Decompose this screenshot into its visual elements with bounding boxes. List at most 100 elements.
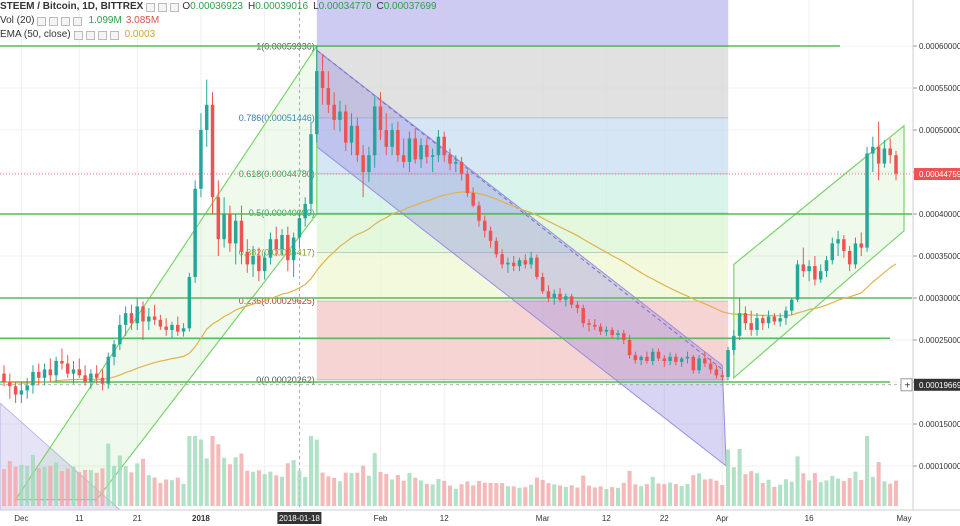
volume-bar — [106, 443, 111, 506]
ohlc-open-label: O — [182, 1, 191, 12]
ema-visibility-icon[interactable] — [73, 30, 83, 40]
candle-body — [656, 351, 661, 359]
candle-body — [332, 104, 336, 120]
volume-bar — [36, 468, 41, 506]
candle-body — [326, 88, 331, 105]
volume-bar — [256, 470, 261, 506]
plus-icon: + — [905, 380, 911, 391]
ohlc-close-value: 0.00037699 — [383, 1, 437, 12]
candle-body — [118, 324, 122, 345]
volume-bar — [262, 474, 267, 506]
candle-body — [494, 240, 499, 255]
volume-bar — [164, 479, 169, 506]
time-tick-label: May — [896, 514, 911, 523]
candle-body — [309, 134, 313, 204]
visibility-toggle-icon[interactable] — [146, 2, 156, 12]
legend-ema-row: EMA (50, close) 0.0003 — [0, 28, 439, 42]
volume-bar — [25, 465, 30, 506]
volume-bar — [83, 470, 88, 506]
fib-level-label: 0.786(0.00051446) — [239, 113, 315, 123]
candle-body — [413, 138, 417, 160]
candle-body — [558, 293, 562, 300]
volume-bar — [754, 473, 760, 506]
volume-bar — [598, 486, 603, 506]
volume-bar — [366, 475, 371, 506]
volume-bar — [112, 466, 117, 506]
candle-body — [801, 264, 806, 272]
volume-bar — [268, 471, 273, 506]
candle-body — [888, 148, 892, 156]
candle-body — [894, 155, 898, 174]
volume-bar — [824, 480, 829, 506]
candle-body — [720, 375, 724, 377]
volume-bar — [772, 486, 777, 506]
volume-bar — [30, 454, 35, 506]
time-tick-label: Dec — [14, 514, 28, 523]
volume-bar — [378, 471, 383, 506]
volume-bar — [65, 468, 70, 506]
volume-value: 1.099M — [88, 15, 122, 26]
volume-bar — [847, 478, 852, 506]
volume-settings-icon[interactable] — [49, 16, 59, 26]
candle-body — [668, 356, 672, 361]
candle-body — [454, 161, 458, 164]
time-tick-label: 21 — [133, 514, 142, 523]
candle-body — [2, 373, 6, 382]
volume-bar — [830, 475, 835, 506]
volume-bar — [581, 475, 586, 506]
volume-bar — [158, 482, 163, 506]
price-tick-label: 0.00060000 — [919, 42, 960, 51]
volume-bar — [1, 469, 7, 506]
volume-bar — [563, 486, 568, 506]
volume-bar — [685, 484, 690, 506]
fib-level-label: 0.5(0.00040099) — [249, 208, 315, 218]
volume-bar — [766, 479, 771, 506]
settings-icon[interactable] — [158, 2, 168, 12]
candle-body — [477, 205, 481, 221]
ema-close-icon[interactable] — [97, 30, 107, 40]
volume-bar — [384, 474, 389, 506]
volume-bar — [650, 476, 655, 506]
candle-body — [761, 318, 765, 324]
candle-body — [54, 361, 58, 376]
candle-body — [627, 340, 632, 356]
volume-more-icon[interactable] — [73, 16, 83, 26]
candle-body — [546, 291, 551, 298]
volume-bar — [285, 463, 290, 506]
volume-bar — [882, 481, 887, 506]
symbol-title: STEEM / Bitcoin, 1D, BITTREX — [0, 1, 144, 12]
volume-bar — [505, 486, 510, 506]
ema-more-icon[interactable] — [109, 30, 119, 40]
volume-bar — [430, 484, 435, 506]
volume-bar — [419, 480, 424, 506]
volume-visibility-icon[interactable] — [37, 16, 47, 26]
candle-body — [818, 271, 823, 280]
candle-body — [19, 390, 24, 395]
candle-body — [384, 130, 389, 147]
close-icon[interactable] — [170, 2, 180, 12]
price-tick-label: 0.00055000 — [919, 84, 960, 93]
volume-bar — [146, 475, 151, 506]
fib-top-band — [316, 0, 729, 47]
volume-bar — [540, 480, 545, 506]
volume-bar — [140, 458, 146, 506]
ema-settings-icon[interactable] — [85, 30, 95, 40]
candle-body — [315, 71, 319, 135]
candle-body — [749, 323, 753, 330]
candle-body — [847, 250, 852, 265]
volume-bar — [94, 472, 99, 506]
candle-body — [187, 277, 192, 329]
price-tick-label: 0.00035000 — [919, 252, 960, 261]
volume-bar — [546, 483, 551, 506]
volume-bar — [326, 476, 331, 506]
candle-body — [824, 260, 829, 272]
volume-close-icon[interactable] — [61, 16, 71, 26]
volume-bar — [233, 457, 238, 506]
volume-bar — [245, 470, 250, 506]
candle-body — [859, 243, 863, 248]
volume-bar — [251, 471, 256, 506]
candle-body — [419, 145, 423, 160]
price-tick-label: 0.00030000 — [919, 294, 960, 303]
candle-body — [500, 254, 504, 265]
